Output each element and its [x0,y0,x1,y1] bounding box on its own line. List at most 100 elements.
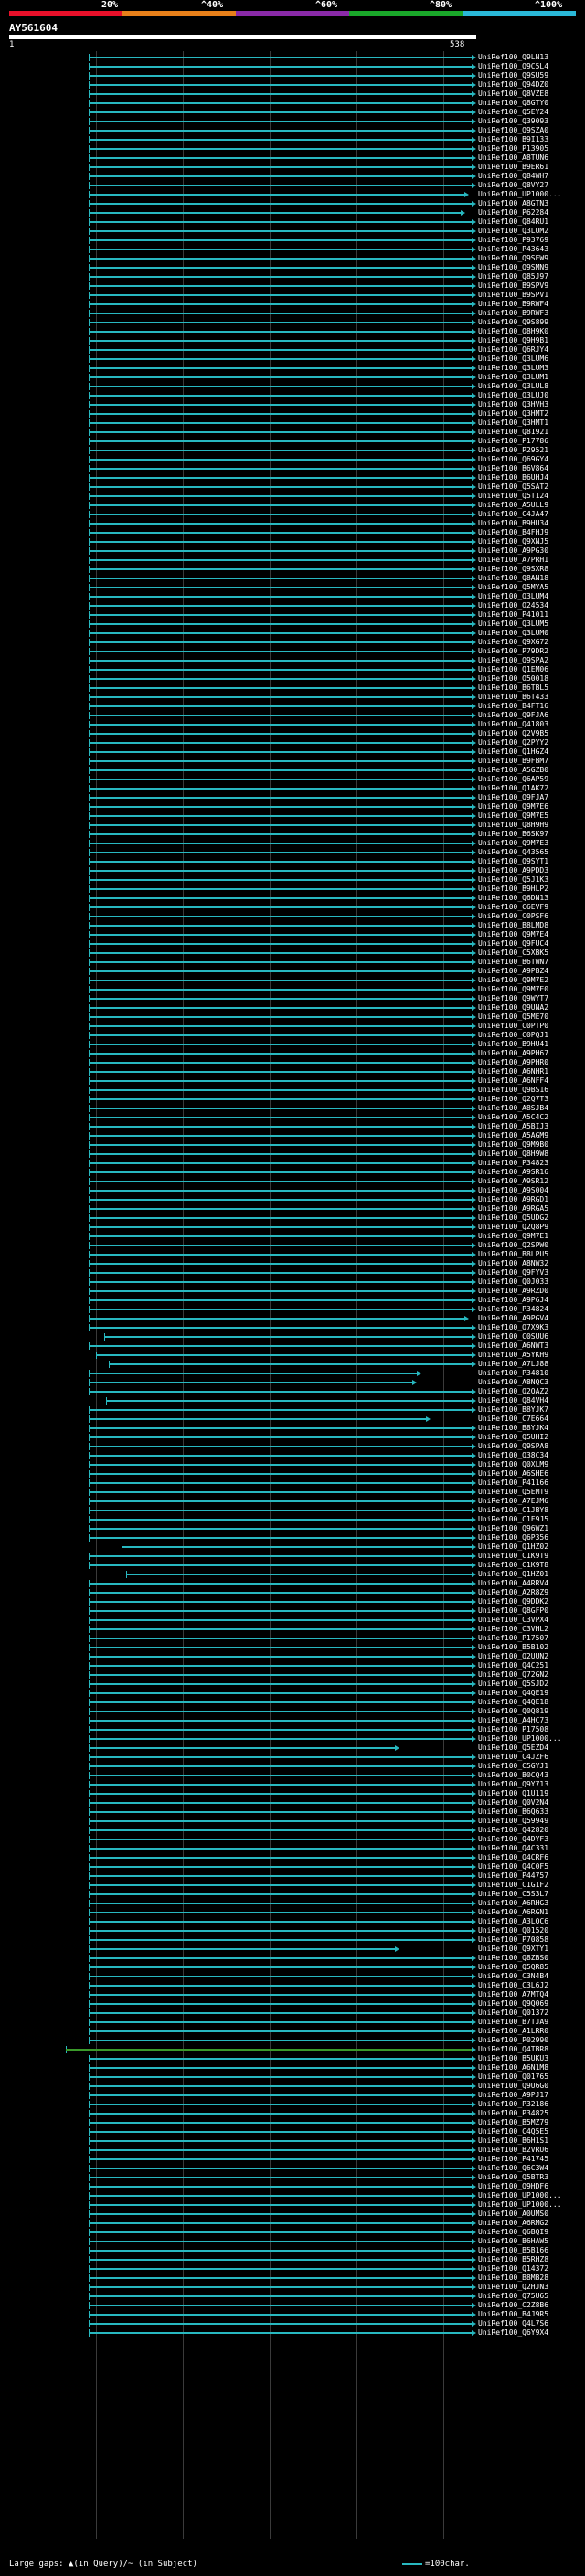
hit-alignment-bar[interactable] [89,1848,473,1850]
hit-alignment-bar[interactable] [89,769,473,771]
hit-link[interactable]: UniRef100_B7TJA9 [478,2018,549,2026]
hit-link[interactable]: UniRef100_P34824 [478,1305,549,1313]
hit-alignment-bar[interactable] [89,258,473,260]
hit-link[interactable]: UniRef100_UP1000... [478,2191,562,2200]
hit-link[interactable]: UniRef100_UP1000... [478,2200,562,2209]
hit-link[interactable]: UniRef100_P43643 [478,245,549,253]
hit-link[interactable]: UniRef100_B9SPV9 [478,281,549,290]
hit-alignment-bar[interactable] [89,897,473,899]
hit-alignment-bar[interactable] [89,1966,473,1968]
hit-link[interactable]: UniRef100_B6TWN7 [478,958,549,966]
hit-link[interactable]: UniRef100_Q4QE19 [478,1689,549,1697]
hit-link[interactable]: UniRef100_Q5J1K3 [478,875,549,884]
hit-link[interactable]: UniRef100_P34823 [478,1159,549,1167]
hit-link[interactable]: UniRef100_Q6RJY4 [478,345,549,354]
hit-link[interactable]: UniRef100_Q3LUM1 [478,373,549,381]
hit-alignment-bar[interactable] [89,230,473,232]
hit-alignment-bar[interactable] [89,1446,473,1447]
hit-link[interactable]: UniRef100_C4Q5E5 [478,2127,549,2136]
hit-alignment-bar[interactable] [89,1382,413,1383]
hit-link[interactable]: UniRef100_Q94DZ0 [478,80,549,89]
hit-alignment-bar[interactable] [89,2076,473,2078]
hit-alignment-bar[interactable] [89,623,473,625]
hit-alignment-bar[interactable] [89,852,473,853]
hit-link[interactable]: UniRef100_Q5SAT2 [478,482,549,491]
hit-alignment-bar[interactable] [89,2158,473,2160]
hit-alignment-bar[interactable] [89,879,473,881]
hit-alignment-bar[interactable] [89,358,473,360]
hit-alignment-bar[interactable] [89,1299,473,1301]
hit-alignment-bar[interactable] [89,2286,473,2288]
hit-link[interactable]: UniRef100_Q8VY27 [478,181,549,189]
hit-link[interactable]: UniRef100_Q9M9B0 [478,1140,549,1149]
hit-alignment-bar[interactable] [89,1692,473,1694]
hit-link[interactable]: UniRef100_A9PH67 [478,1049,549,1057]
hit-link[interactable]: UniRef100_A6NHR1 [478,1067,549,1076]
hit-link[interactable]: UniRef100_P17786 [478,437,549,445]
hit-alignment-bar[interactable] [89,1756,473,1758]
hit-link[interactable]: UniRef100_Q14372 [478,2264,549,2273]
hit-alignment-bar[interactable] [89,285,473,287]
hit-link[interactable]: UniRef100_B5B166 [478,2246,549,2254]
hit-link[interactable]: UniRef100_O50018 [478,674,549,683]
hit-link[interactable]: UniRef100_B5MZ79 [478,2118,549,2126]
hit-link[interactable]: UniRef100_B9HU41 [478,1040,549,1048]
hit-alignment-bar[interactable] [89,760,473,762]
hit-link[interactable]: UniRef100_B0CQ43 [478,1771,549,1779]
hit-alignment-bar[interactable] [89,1674,473,1676]
hit-alignment-bar[interactable] [89,313,473,314]
hit-alignment-bar[interactable] [89,450,473,451]
hit-alignment-bar[interactable] [89,1436,473,1438]
hit-alignment-bar[interactable] [89,2332,473,2334]
hit-link[interactable]: UniRef100_A6RMG2 [478,2219,549,2227]
hit-alignment-bar[interactable] [89,1482,473,1484]
hit-alignment-bar[interactable] [89,1391,473,1393]
hit-link[interactable]: UniRef100_Q4C0F5 [478,1862,549,1871]
hit-alignment-bar[interactable] [89,1418,427,1420]
hit-link[interactable]: UniRef100_Q2HJN3 [478,2283,549,2291]
hit-alignment-bar[interactable] [89,1309,473,1310]
hit-link[interactable]: UniRef100_B9HU34 [478,519,549,527]
hit-link[interactable]: UniRef100_P41745 [478,2155,549,2163]
hit-alignment-bar[interactable] [89,2323,473,2325]
hit-alignment-bar[interactable] [89,276,473,278]
hit-link[interactable]: UniRef100_A9PGV4 [478,1314,549,1322]
hit-alignment-bar[interactable] [89,1912,473,1913]
hit-alignment-bar[interactable] [89,1171,473,1173]
hit-link[interactable]: UniRef100_Q6C3W4 [478,2164,549,2172]
hit-alignment-bar[interactable] [89,651,473,652]
hit-link[interactable]: UniRef100_A6RHG3 [478,1899,549,1907]
hit-alignment-bar[interactable] [89,1930,473,1932]
hit-alignment-bar[interactable] [89,1007,473,1009]
hit-link[interactable]: UniRef100_Q8H9W8 [478,1150,549,1158]
hit-alignment-bar[interactable] [89,779,473,780]
hit-alignment-bar[interactable] [89,724,473,726]
hit-link[interactable]: UniRef100_A8GTN3 [478,199,549,207]
hit-alignment-bar[interactable] [89,386,473,387]
hit-link[interactable]: UniRef100_A6SHE6 [478,1469,549,1478]
hit-alignment-bar[interactable] [96,1354,473,1356]
hit-alignment-bar[interactable] [89,2277,473,2279]
hit-alignment-bar[interactable] [89,1025,473,1027]
hit-link[interactable]: UniRef100_C3L6J2 [478,1981,549,1989]
hit-alignment-bar[interactable] [89,1162,473,1164]
hit-alignment-bar[interactable] [89,1720,473,1722]
hit-alignment-bar[interactable] [89,1893,473,1895]
hit-link[interactable]: UniRef100_Q9SYT1 [478,857,549,865]
hit-link[interactable]: UniRef100_Q9H9B1 [478,336,549,345]
hit-alignment-bar[interactable] [89,925,473,927]
hit-link[interactable]: UniRef100_A8NQC3 [478,1378,549,1386]
hit-alignment-bar[interactable] [89,422,473,424]
hit-alignment-bar[interactable] [89,1226,473,1228]
hit-alignment-bar[interactable] [89,1555,473,1557]
hit-alignment-bar[interactable] [89,2085,473,2087]
hit-alignment-bar[interactable] [89,1199,473,1201]
hit-alignment-bar[interactable] [89,751,473,753]
hit-alignment-bar[interactable] [89,130,473,132]
hit-link[interactable]: UniRef100_Q9FJA6 [478,711,549,719]
hit-link[interactable]: UniRef100_B9I133 [478,135,549,143]
hit-link[interactable]: UniRef100_Q8H9H9 [478,821,549,829]
hit-link[interactable]: UniRef100_B8YJK4 [478,1424,549,1432]
hit-alignment-bar[interactable] [89,2021,473,2023]
hit-link[interactable]: UniRef100_P41011 [478,610,549,619]
